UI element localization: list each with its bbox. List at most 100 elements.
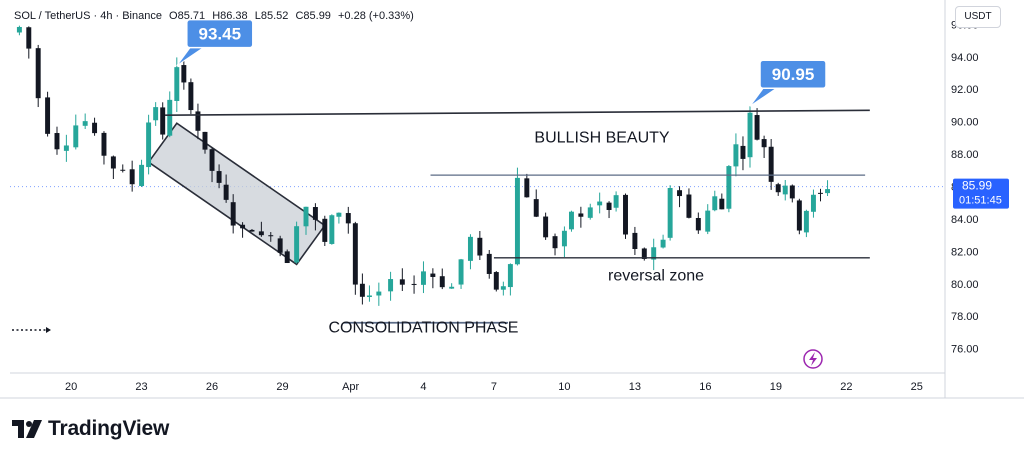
- candle: [733, 133, 739, 177]
- candle-body: [747, 112, 753, 158]
- candle: [345, 206, 351, 234]
- candle-body: [439, 276, 445, 288]
- y-tick-label: 88.00: [951, 149, 979, 161]
- candle: [284, 249, 290, 264]
- candle: [705, 204, 711, 235]
- candle: [240, 222, 246, 238]
- candle: [613, 191, 619, 212]
- candle-body: [284, 251, 290, 264]
- candle: [726, 165, 732, 213]
- candle: [188, 78, 194, 115]
- candle: [761, 135, 767, 158]
- candle-body: [587, 207, 593, 218]
- lightning-icon[interactable]: [803, 349, 823, 369]
- candle: [486, 249, 492, 279]
- price-callout: 93.45: [176, 18, 254, 67]
- candle: [623, 193, 628, 239]
- candle-body: [209, 149, 215, 171]
- candle-body: [641, 248, 647, 259]
- candle-body: [578, 213, 584, 217]
- x-tick-label: 20: [65, 381, 77, 393]
- candle-body: [139, 164, 145, 186]
- candle: [660, 234, 666, 249]
- candle-body: [294, 226, 300, 263]
- candle: [803, 209, 809, 238]
- candle: [139, 159, 145, 188]
- candle-body: [660, 239, 666, 248]
- candle: [740, 136, 746, 171]
- candle-body: [775, 184, 781, 193]
- close-value: C85.99: [295, 10, 330, 22]
- candle-body: [336, 212, 342, 217]
- x-tick-label: 25: [911, 381, 923, 393]
- candle-body: [514, 177, 520, 265]
- candle: [439, 268, 445, 290]
- candle: [507, 263, 513, 296]
- candle: [195, 103, 201, 140]
- y-tick-label: 90.00: [951, 117, 979, 129]
- symbol-label: SOL / TetherUS · 4h · Binance: [14, 10, 162, 22]
- x-tick-label: 19: [770, 381, 782, 393]
- candle-body: [726, 166, 732, 209]
- y-tick-label: 76.00: [951, 344, 979, 356]
- candle: [92, 117, 98, 136]
- candle: [543, 212, 549, 240]
- tradingview-logo-icon: [12, 420, 42, 438]
- candle: [223, 174, 229, 203]
- candle: [500, 281, 506, 296]
- reversal-zone-label: reversal zone: [608, 268, 704, 285]
- candle: [712, 190, 718, 212]
- candle-body: [322, 218, 328, 242]
- candle: [825, 180, 831, 197]
- candle-body: [312, 207, 318, 220]
- candle-body: [467, 236, 473, 261]
- candle-body: [761, 139, 767, 148]
- candle: [258, 221, 264, 237]
- candle: [606, 201, 612, 219]
- candle-body: [54, 133, 60, 150]
- candle-body: [26, 27, 32, 49]
- x-tick-label: 4: [420, 381, 426, 393]
- candle: [277, 235, 283, 257]
- candle-body: [101, 132, 107, 156]
- candle-body: [420, 271, 426, 285]
- candle: [667, 185, 673, 241]
- candle-body: [719, 198, 725, 210]
- currency-button[interactable]: USDT: [955, 6, 1001, 28]
- candle: [399, 268, 405, 291]
- candle-body: [632, 232, 638, 250]
- candle-body: [740, 145, 746, 159]
- candle: [524, 173, 530, 198]
- candle-body: [376, 291, 382, 296]
- candle-body: [366, 295, 372, 297]
- candle-body: [606, 202, 612, 210]
- candle-body: [705, 210, 711, 232]
- candle: [449, 283, 455, 289]
- last-price-tag: 85.99 01:51:45: [953, 178, 1009, 209]
- candle-body: [789, 185, 795, 199]
- candle: [26, 26, 32, 59]
- candle: [818, 188, 823, 202]
- candle-body: [623, 194, 628, 235]
- candle: [597, 192, 603, 214]
- candle: [388, 271, 394, 301]
- candle: [632, 226, 638, 255]
- candle: [230, 194, 236, 234]
- candle: [120, 164, 126, 173]
- candle-body: [568, 211, 574, 230]
- candle-body: [677, 190, 683, 197]
- candle-body: [45, 97, 51, 134]
- candle: [160, 102, 166, 140]
- candle: [352, 221, 358, 295]
- candle: [294, 221, 300, 264]
- candle-body: [754, 115, 760, 140]
- candle-body: [477, 237, 483, 256]
- x-tick-label: 7: [491, 381, 497, 393]
- candle: [789, 184, 795, 203]
- candle: [35, 44, 41, 108]
- x-tick-label: Apr: [342, 381, 359, 393]
- candle-body: [825, 189, 831, 194]
- candle-body: [803, 210, 809, 233]
- candle-body: [768, 146, 774, 182]
